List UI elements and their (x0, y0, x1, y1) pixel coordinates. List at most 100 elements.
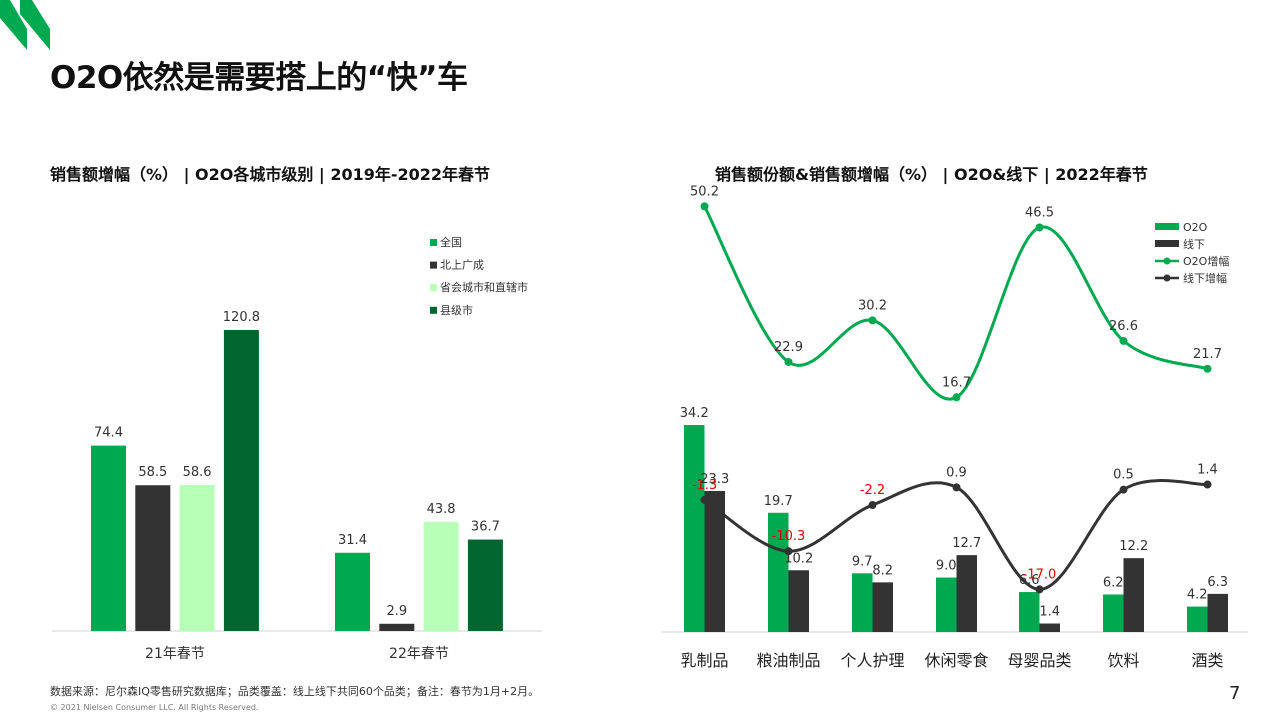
x-tick-label: 21年春节 (145, 646, 205, 662)
bar-value-label: 23.3 (700, 472, 729, 487)
bar-value-label: 12.2 (1119, 539, 1148, 554)
page-title: O2O依然是需要搭上的“快”车 (50, 60, 468, 96)
share-growth-combo-chart: 34.2 19.7 9.7 9.0 6.6 6.2 4.2 23.3 10.2 8.2 12.7 1.… (662, 184, 1248, 670)
bar-value-label: 9.7 (852, 554, 873, 569)
x-tick-label: 个人护理 (840, 651, 904, 670)
bar-value-label: 34.2 (680, 406, 709, 421)
legend-marker (1163, 257, 1171, 265)
line-point (700, 495, 709, 504)
bar-value-label: 6.2 (1103, 575, 1124, 590)
legend-swatch (430, 306, 437, 314)
x-tick-label: 休闲零食 (924, 651, 988, 670)
bar (91, 445, 126, 631)
legend-entry: O2O增幅 (1183, 254, 1229, 268)
bar (1103, 594, 1124, 632)
bar (135, 485, 171, 631)
bar-value-label: 9.0 (936, 559, 957, 574)
line-point (1203, 364, 1212, 373)
bar (179, 484, 215, 631)
line-value-label: 30.2 (858, 298, 887, 313)
footnote: 数据来源：尼尔森IQ零售研究数据库；品类覆盖：线上线下共同60个品类；备注：春节… (50, 685, 540, 698)
bar (684, 425, 705, 632)
series-line (703, 205, 1208, 401)
line-value-label: 1.4 (1197, 463, 1218, 478)
bar (768, 512, 789, 632)
legend-entry: 线下 (1183, 237, 1205, 251)
line-point (1119, 336, 1128, 345)
line-point (1035, 585, 1044, 594)
bar-value-label: 43.8 (427, 502, 456, 517)
line-value-label: 0.5 (1113, 468, 1134, 483)
line-value-label: 0.9 (946, 465, 967, 480)
legend-entry: 全国 (440, 235, 462, 249)
bar (467, 539, 503, 631)
line-value-label: -10.3 (772, 529, 806, 544)
brand-logo (0, 0, 50, 50)
copyright: © 2021 Nielsen Consumer LLC. All Rights … (50, 703, 259, 712)
bar-value-label: 31.4 (338, 533, 367, 548)
bar (1019, 592, 1040, 632)
bar-value-label: 6.3 (1207, 575, 1228, 590)
bar (872, 582, 893, 632)
line-value-label: 26.6 (1109, 319, 1138, 334)
bar (335, 552, 370, 631)
line-point (952, 483, 961, 492)
line-value-label: 46.5 (1025, 205, 1054, 220)
city-tier-growth-chart: 74.4 31.4 58.5 2.9 58.6 43.8 120.8 36.7 21年春节 22年… (52, 235, 542, 662)
legend-entry: 北上广成 (440, 259, 484, 272)
bar (1187, 606, 1208, 632)
x-tick-label: 饮料 (1107, 651, 1139, 670)
bar (704, 490, 725, 632)
bar-value-label: 74.4 (94, 426, 123, 441)
line-value-label: 50.2 (690, 184, 719, 199)
line-point (1203, 480, 1212, 489)
bar-value-label: 120.8 (223, 310, 260, 325)
line-value-label: -2.2 (860, 483, 885, 498)
bar (936, 577, 957, 632)
bar (1207, 593, 1228, 632)
line-point (868, 316, 877, 325)
legend-swatch (430, 261, 437, 269)
legend-swatch (430, 239, 437, 246)
x-tick-label: 母婴品类 (1007, 651, 1071, 670)
bar (852, 573, 873, 632)
bar (379, 623, 415, 631)
legend-entry: 线下增幅 (1183, 271, 1227, 285)
line-point (1035, 223, 1044, 232)
bar (956, 555, 977, 632)
line-point (784, 547, 793, 556)
bar (1123, 558, 1144, 632)
line-point (1119, 485, 1128, 494)
bar-value-label: 19.7 (764, 494, 793, 509)
line-value-label: 22.9 (774, 340, 803, 355)
bar (223, 330, 259, 631)
line-value-label: -1.3 (692, 478, 717, 493)
right-chart-title: 销售额份额&销售额增幅（%） | O2O&线下 | 2022年春节 (715, 165, 1148, 184)
bar-value-label: 12.7 (952, 536, 981, 551)
bar (1039, 623, 1060, 632)
bar (788, 570, 809, 632)
bar-value-label: 58.6 (183, 465, 212, 480)
line-value-label: 21.7 (1193, 347, 1222, 362)
bar-value-label: 8.2 (872, 563, 893, 578)
bar-value-label: 1.4 (1039, 605, 1060, 620)
legend-swatch (1155, 240, 1179, 247)
legend-entry: 县级市 (440, 303, 473, 317)
bar (423, 521, 459, 631)
left-chart-title: 销售额增幅（%） | O2O各城市级别 | 2019年-2022年春节 (50, 165, 491, 184)
line-point (868, 501, 877, 510)
legend-entry: 省会城市和直辖市 (440, 280, 528, 294)
x-tick-label: 乳制品 (680, 651, 728, 670)
legend-swatch (1155, 223, 1179, 230)
bar-value-label: 2.9 (386, 604, 407, 619)
legend-entry: O2O (1183, 221, 1208, 234)
line-point (700, 202, 709, 211)
legend-marker (1163, 274, 1171, 282)
bar-value-label: 36.7 (471, 520, 500, 535)
line-value-label: 16.7 (942, 375, 971, 390)
line-point (784, 357, 793, 366)
bar-value-label: 6.6 (1019, 573, 1040, 588)
x-tick-label: 22年春节 (389, 646, 449, 662)
bar-value-label: 4.2 (1187, 588, 1208, 603)
line-value-label: -17.0 (1023, 567, 1057, 582)
